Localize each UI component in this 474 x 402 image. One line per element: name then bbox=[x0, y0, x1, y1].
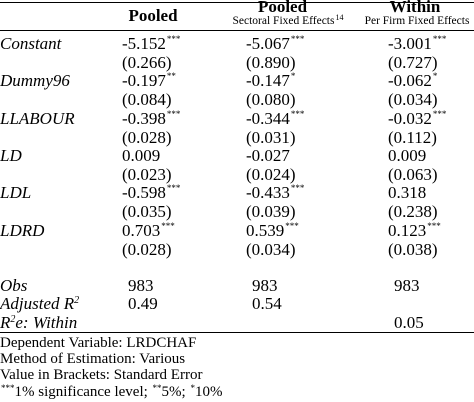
coef-ldrd-col1: 0.703*** bbox=[122, 221, 175, 240]
se-constant-col3: (0.727) bbox=[388, 53, 438, 72]
stat-label-obs: Obs bbox=[0, 276, 28, 295]
row-label-dummy96: Dummy96 bbox=[0, 71, 70, 90]
column-header-3-title: Within bbox=[389, 0, 441, 16]
se-llabour-col1: (0.028) bbox=[122, 128, 172, 147]
column-header-1-title: Pooled bbox=[128, 6, 178, 25]
se-ld-col2: (0.024) bbox=[246, 165, 296, 184]
stat-label-adjusted-r2: Adjusted R2 bbox=[0, 294, 80, 313]
coef-dummy96-col2: -0.147* bbox=[246, 71, 296, 90]
coef-constant-col2: -5.067*** bbox=[246, 34, 305, 53]
se-dummy96-col1: (0.084) bbox=[122, 90, 172, 109]
stat-adjusted-r2-col1: 0.49 bbox=[128, 294, 158, 313]
coef-dummy96-col3: -0.062* bbox=[388, 71, 438, 90]
se-ldrd-col1: (0.028) bbox=[122, 240, 172, 259]
se-llabour-col3: (0.112) bbox=[388, 128, 437, 147]
column-header-2-title: Pooled bbox=[257, 0, 308, 16]
se-ld-col3: (0.063) bbox=[388, 165, 438, 184]
se-ldl-col2: (0.039) bbox=[246, 202, 296, 221]
coef-llabour-col2: -0.344*** bbox=[246, 109, 305, 128]
se-ldrd-col2: (0.034) bbox=[246, 240, 296, 259]
se-ldl-col1: (0.035) bbox=[122, 202, 172, 221]
stat-adjusted-r2-col2: 0.54 bbox=[252, 294, 282, 313]
coef-ld-col1: 0.009 bbox=[122, 146, 161, 165]
se-ldl-col3: (0.238) bbox=[388, 202, 438, 221]
note-significance: ***1% significance level; **5%; *10% bbox=[1, 383, 223, 400]
header-rule bbox=[0, 30, 474, 31]
se-dummy96-col2: (0.080) bbox=[246, 90, 296, 109]
row-label-llabour: LLABOUR bbox=[0, 109, 75, 128]
top-rule bbox=[0, 2, 474, 3]
coef-constant-col1: -5.152*** bbox=[122, 34, 181, 53]
coef-ldl-col1: -0.598*** bbox=[122, 183, 181, 202]
column-header-2-subtitle: Sectoral Fixed Effects14 bbox=[203, 13, 373, 28]
coef-ldrd-col2: 0.539*** bbox=[246, 221, 299, 240]
se-constant-col2: (0.890) bbox=[246, 53, 296, 72]
row-label-constant: Constant bbox=[0, 34, 62, 53]
note-dependent-variable: Dependent Variable: LRDCHAF bbox=[0, 335, 197, 351]
stat-r2-within-col3: 0.05 bbox=[394, 313, 424, 332]
coef-ldl-col2: -0.433*** bbox=[246, 183, 305, 202]
stat-label-r2-within: R2e: Within bbox=[0, 313, 78, 332]
row-label-ld: LD bbox=[0, 146, 22, 165]
se-ldrd-col3: (0.038) bbox=[388, 240, 438, 259]
se-ld-col1: (0.023) bbox=[122, 165, 172, 184]
se-dummy96-col3: (0.034) bbox=[388, 90, 438, 109]
stat-obs-col1: 983 bbox=[128, 276, 154, 295]
column-header-3-subtitle: Per Firm Fixed Effects bbox=[364, 15, 470, 27]
column-header-2-footnote: 14 bbox=[335, 13, 344, 22]
coef-ldrd-col3: 0.123*** bbox=[388, 221, 441, 240]
stat-obs-col2: 983 bbox=[252, 276, 278, 295]
bottom-rule bbox=[0, 332, 474, 333]
note-method: Method of Estimation: Various bbox=[0, 351, 186, 367]
note-brackets: Value in Brackets: Standard Error bbox=[0, 367, 203, 383]
column-header-2-subtitle-text: Sectoral Fixed Effects bbox=[232, 15, 335, 27]
coef-constant-col3: -3.001*** bbox=[388, 34, 447, 53]
coef-dummy96-col1: -0.197** bbox=[122, 71, 176, 90]
coef-llabour-col3: -0.032*** bbox=[388, 109, 447, 128]
coef-ld-col3: 0.009 bbox=[388, 146, 427, 165]
coef-ld-col2: -0.027 bbox=[246, 146, 290, 165]
coef-llabour-col1: -0.398*** bbox=[122, 109, 181, 128]
se-constant-col1: (0.266) bbox=[122, 53, 172, 72]
row-label-ldrd: LDRD bbox=[0, 221, 45, 240]
coef-ldl-col3: 0.318 bbox=[388, 183, 427, 202]
stat-obs-col3: 983 bbox=[394, 276, 420, 295]
row-label-ldl: LDL bbox=[0, 183, 32, 202]
se-llabour-col2: (0.031) bbox=[246, 128, 296, 147]
